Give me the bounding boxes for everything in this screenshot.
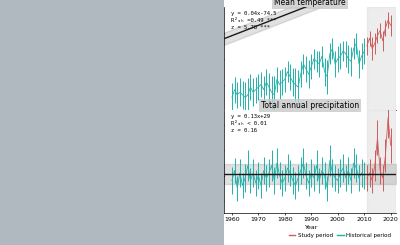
Text: Year: Year	[305, 225, 319, 230]
Y-axis label: Precipitation (mm): Precipitation (mm)	[201, 133, 206, 191]
Text: B: B	[193, 0, 202, 5]
Text: y = 0.13x+29
R²ₐₕ < 0.01
z = 0.16: y = 0.13x+29 R²ₐₕ < 0.01 z = 0.16	[231, 114, 270, 133]
Text: C: C	[193, 98, 201, 108]
Title: Total annual precipitation: Total annual precipitation	[261, 101, 359, 110]
Y-axis label: Air temperature (°C): Air temperature (°C)	[209, 26, 214, 91]
Text: y = 0.04x-74.5
R²ₐₕ =0.49 ***
z = 5.78 ***: y = 0.04x-74.5 R²ₐₕ =0.49 *** z = 5.78 *…	[231, 12, 276, 30]
Bar	[367, 110, 396, 213]
Legend: Study period, Historical period: Study period, Historical period	[286, 230, 393, 240]
Title: Mean temperature: Mean temperature	[274, 0, 346, 7]
Bar	[367, 7, 396, 110]
